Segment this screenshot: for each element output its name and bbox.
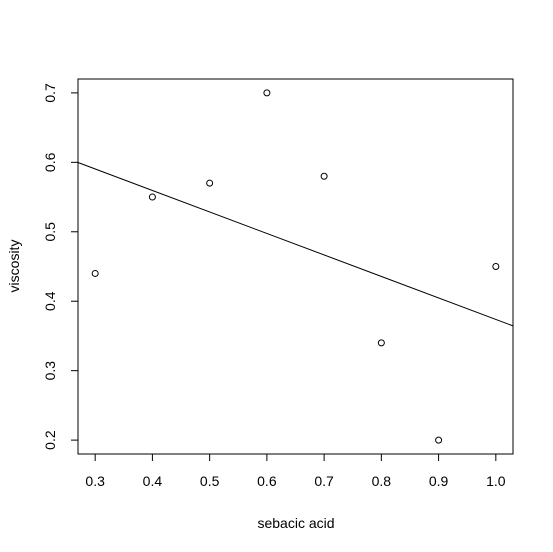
data-point [492,263,500,270]
x-tick-label: 0.6 [257,473,277,489]
x-tick-label: 1.0 [486,473,506,489]
y-tick-label: 0.4 [42,291,58,311]
x-tick-label: 0.4 [143,473,163,489]
x-tick-label: 0.8 [372,473,392,489]
y-axis-label: viscosity [6,240,22,293]
data-point [435,436,443,444]
data-point [206,179,214,187]
x-tick-label: 0.9 [429,473,449,489]
y-tick-label: 0.2 [42,430,58,450]
y-tick-label: 0.6 [42,152,58,172]
data-point [148,193,156,201]
data-point [377,339,385,347]
plot-frame [77,78,514,455]
data-point [263,89,271,97]
data-point [320,172,328,180]
data-point [91,269,99,277]
y-tick-label: 0.5 [42,222,58,242]
fit-line-layer [77,162,514,327]
points-layer [91,89,500,444]
x-axis-label: sebacic acid [257,515,334,531]
y-tick-label: 0.3 [42,361,58,381]
y-axis: 0.2 0.3 0.4 0.5 0.6 0.7 [42,83,78,450]
regression-line [77,162,514,327]
x-axis: 0.3 0.4 0.5 0.6 0.7 0.8 0.9 1.0 [85,454,506,489]
x-tick-label: 0.5 [200,473,220,489]
x-tick-label: 0.7 [314,473,334,489]
x-tick-label: 0.3 [85,473,105,489]
y-tick-label: 0.7 [42,83,58,103]
